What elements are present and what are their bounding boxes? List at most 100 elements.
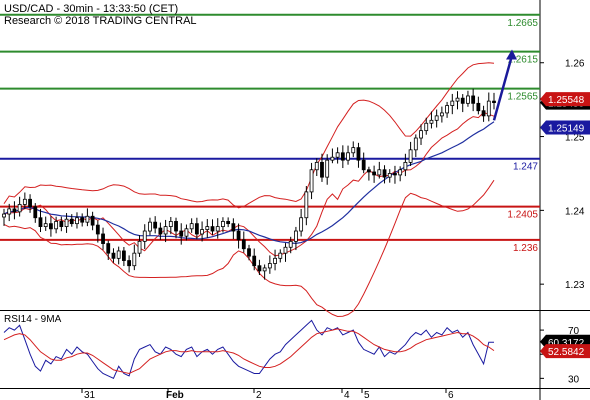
candle-body	[90, 215, 95, 226]
candle-body	[69, 218, 74, 225]
candle-body	[226, 221, 231, 225]
candle-body	[278, 252, 283, 259]
candle-body	[429, 119, 434, 124]
candle-body	[101, 233, 105, 244]
candle-body	[75, 217, 79, 225]
candle-body	[236, 230, 241, 241]
candle-body	[168, 221, 173, 227]
rsi-line	[3, 319, 494, 379]
candle-body	[7, 208, 12, 215]
candle-body	[393, 173, 397, 176]
candle-body	[163, 226, 168, 235]
candle-body	[492, 100, 496, 103]
candle-body	[372, 171, 377, 176]
candle-body	[85, 215, 90, 223]
candle-body	[471, 95, 476, 104]
candle-body	[294, 230, 298, 242]
candle-body	[466, 95, 470, 104]
x-axis: 31 Feb 2 4 5 6	[81, 388, 454, 400]
candle-body	[17, 204, 22, 213]
price-label: 1.25149	[548, 124, 585, 135]
level-label: 1.2665	[507, 18, 538, 29]
x-tick-label: 5	[364, 390, 370, 400]
candle-body	[158, 227, 163, 235]
candle-body	[22, 198, 27, 205]
x-tick-label: 4	[344, 390, 350, 400]
rsi-value-label: 60.3172	[548, 338, 585, 349]
candle-body	[481, 110, 486, 117]
candle-body	[116, 250, 121, 259]
y-tick-label: 1.26	[565, 59, 585, 70]
candle-body	[241, 239, 246, 250]
candle-body	[387, 173, 392, 178]
arrow-head	[506, 49, 517, 60]
x-tick-label: 2	[256, 390, 262, 400]
candle-body	[455, 97, 460, 102]
y-tick-label: 1.25	[565, 133, 585, 144]
candle-body	[33, 206, 38, 219]
candle-body	[408, 149, 413, 163]
candle-body	[28, 198, 32, 208]
candle-body	[445, 105, 449, 114]
indicator-lines	[3, 62, 495, 318]
candle-body	[330, 156, 335, 161]
candle-body	[283, 246, 288, 254]
level-lines: 1.2665 1.2615 1.2565 1.247 1.2405 1.236	[0, 13, 540, 254]
candle-body	[49, 223, 53, 230]
slow-ma	[3, 121, 495, 245]
chart-title: USD/CAD - 30min - 13:33:50 (CET)	[4, 3, 178, 15]
level-label: 1.236	[513, 243, 538, 254]
candle-body	[2, 213, 6, 218]
candle-body	[205, 226, 210, 230]
candle-body	[320, 161, 324, 178]
price-label-box	[540, 92, 590, 107]
price-label: 1.25548	[548, 95, 585, 106]
candle-body	[262, 267, 267, 272]
candle-body	[137, 240, 142, 254]
level-label: 1.2565	[507, 92, 538, 103]
candles	[2, 88, 496, 280]
candle-body	[288, 240, 293, 248]
copyright-text: Research © 2018 TRADING CENTRAL	[4, 15, 197, 27]
rsi-value-label-box	[540, 344, 590, 359]
candle-body	[267, 263, 272, 269]
candle-body	[398, 169, 403, 176]
candle-body	[148, 221, 152, 232]
candle-body	[460, 97, 465, 104]
candle-body	[419, 130, 423, 139]
candle-body	[59, 221, 64, 227]
candle-body	[325, 159, 330, 178]
candle-body	[403, 161, 408, 171]
candle-body	[257, 265, 262, 272]
candle-body	[304, 191, 309, 219]
candle-body	[80, 217, 85, 223]
rsi-y-tick-label: 70	[568, 326, 580, 337]
rsi-title: RSI14 - 9MA	[4, 314, 62, 325]
candle-body	[346, 152, 350, 161]
candle-body	[361, 159, 366, 171]
candle-body	[340, 152, 345, 161]
candle-body	[439, 112, 444, 117]
candle-body	[106, 243, 111, 254]
y-tick-label: 1.23	[565, 280, 585, 291]
forecast-arrow	[492, 49, 517, 121]
candle-body	[142, 230, 147, 242]
rsi-ma-line	[3, 328, 495, 375]
rsi-panel	[3, 319, 495, 379]
candle-body	[356, 147, 361, 161]
candle-body	[247, 248, 251, 257]
candle-body	[174, 221, 178, 232]
y-tick-label: 1.24	[565, 206, 585, 217]
candle-body	[382, 169, 387, 178]
candle-body	[153, 221, 158, 229]
candle-body	[299, 217, 304, 232]
candle-body	[351, 147, 356, 154]
candle-body	[200, 229, 204, 235]
candle-body	[121, 250, 126, 261]
arrow-shaft	[492, 55, 514, 121]
candle-body	[450, 100, 455, 106]
candle-body	[252, 255, 257, 267]
x-tick-label: 31	[84, 390, 96, 400]
